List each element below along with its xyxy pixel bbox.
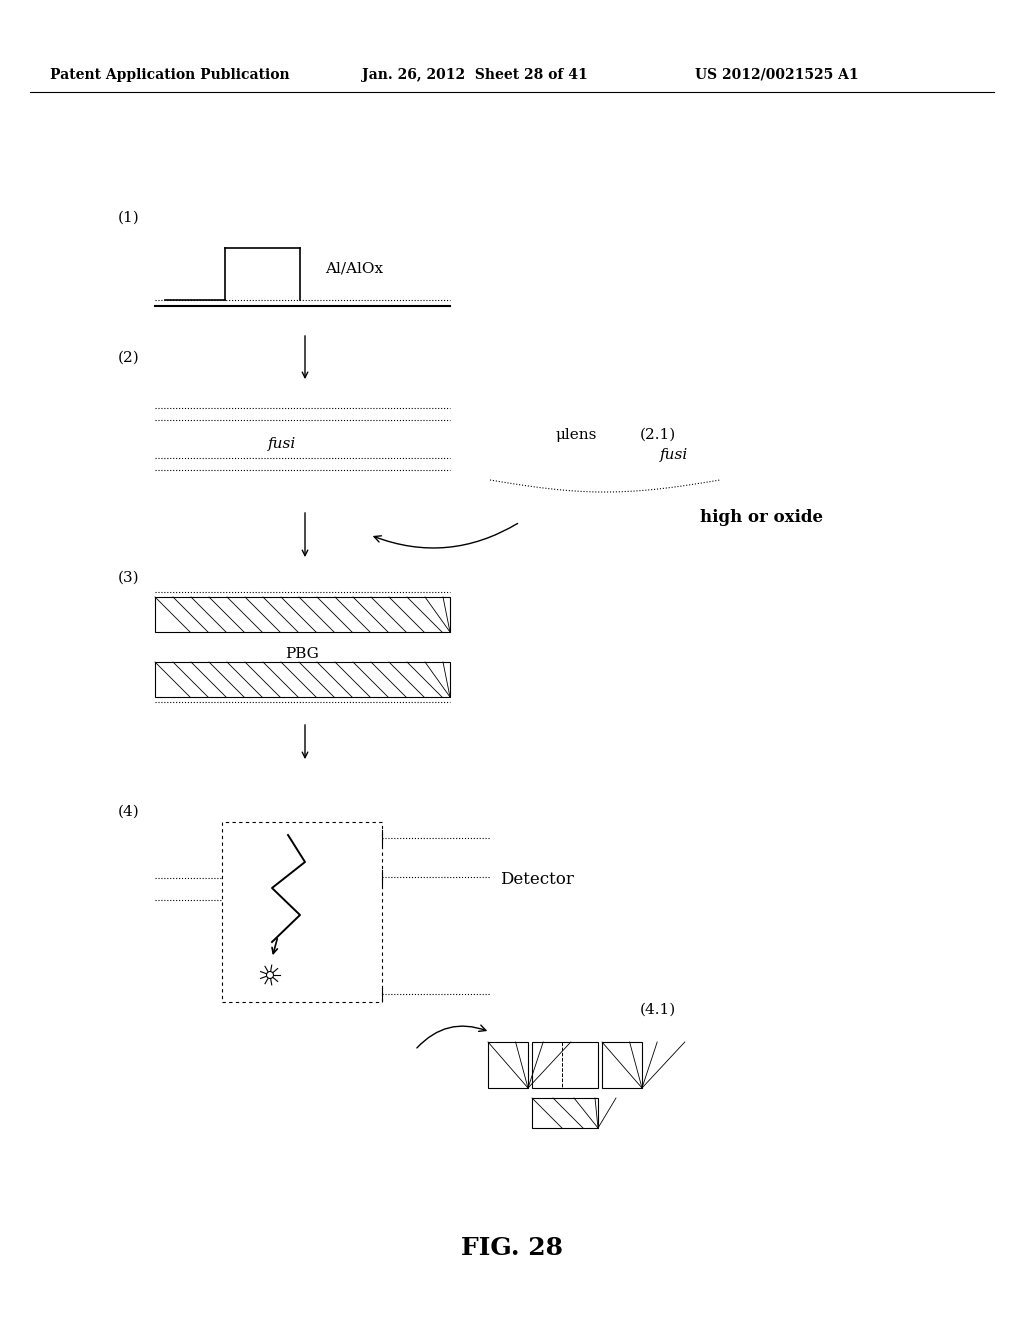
Bar <box>155 663 450 697</box>
Text: fusi: fusi <box>660 447 688 462</box>
Text: high or oxide: high or oxide <box>700 510 823 527</box>
Bar <box>602 1041 642 1088</box>
Text: (2): (2) <box>118 351 139 366</box>
Text: (4.1): (4.1) <box>640 1003 676 1016</box>
Text: fusi: fusi <box>268 437 296 451</box>
Text: (2.1): (2.1) <box>640 428 676 442</box>
Bar <box>222 822 382 1002</box>
Bar <box>155 597 450 632</box>
Text: Patent Application Publication: Patent Application Publication <box>50 69 290 82</box>
Text: (4): (4) <box>118 805 139 818</box>
Text: Al/AlOx: Al/AlOx <box>325 261 383 275</box>
Text: Jan. 26, 2012  Sheet 28 of 41: Jan. 26, 2012 Sheet 28 of 41 <box>362 69 588 82</box>
Bar <box>488 1041 528 1088</box>
Text: PBG: PBG <box>285 647 318 661</box>
Text: (3): (3) <box>118 572 139 585</box>
Bar <box>532 1098 598 1129</box>
Bar <box>532 1041 598 1088</box>
Text: μlens: μlens <box>555 428 596 442</box>
FancyArrowPatch shape <box>374 524 517 548</box>
Text: (1): (1) <box>118 211 139 224</box>
Text: FIG. 28: FIG. 28 <box>461 1236 563 1261</box>
Text: Detector: Detector <box>500 871 573 888</box>
FancyArrowPatch shape <box>417 1026 486 1048</box>
Text: US 2012/0021525 A1: US 2012/0021525 A1 <box>695 69 859 82</box>
